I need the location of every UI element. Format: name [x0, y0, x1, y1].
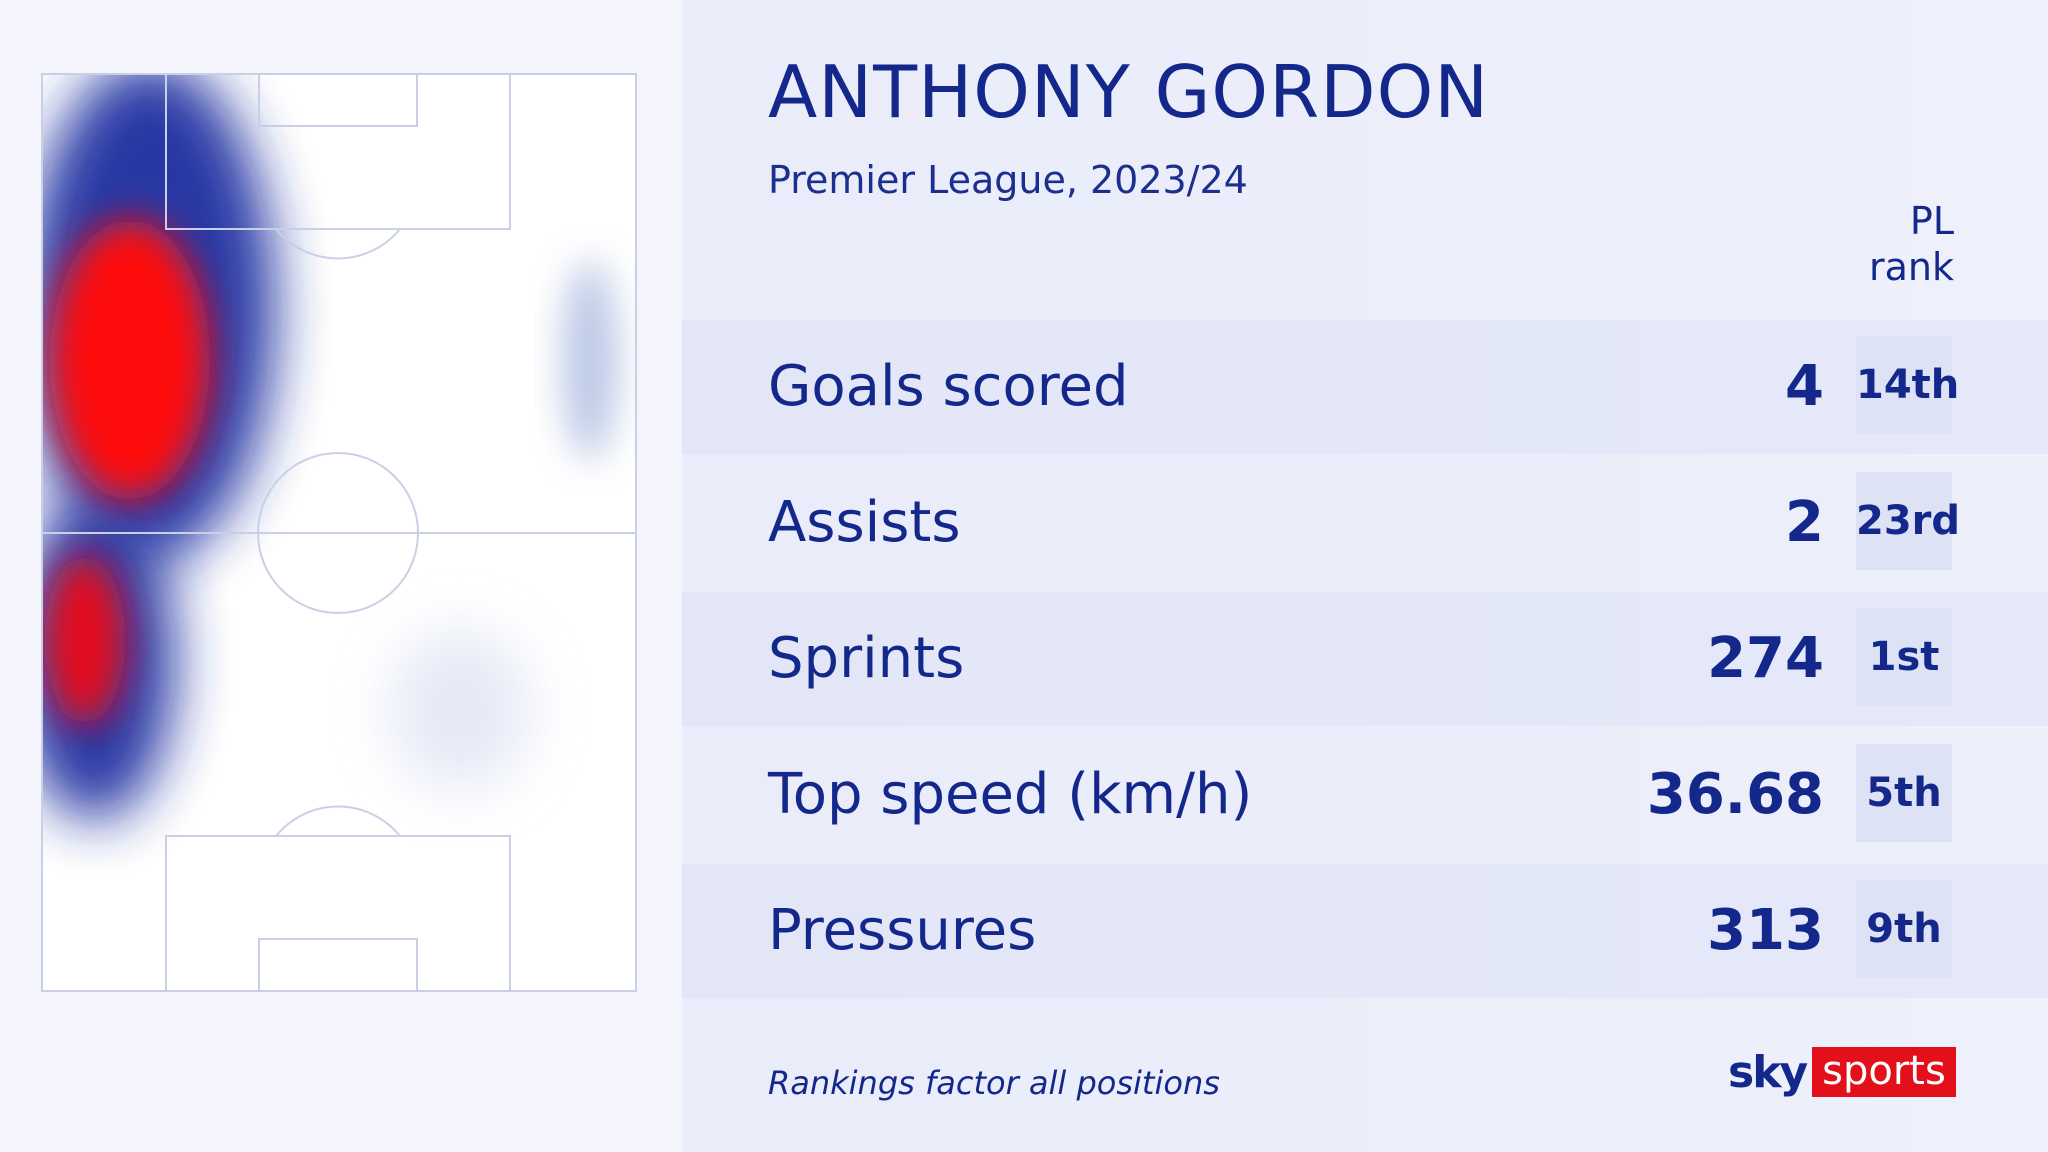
footnote: Rankings factor all positions — [768, 1064, 1220, 1102]
stat-label: Pressures — [768, 898, 1037, 963]
stat-value: 4 — [1785, 354, 1824, 419]
pitch-lines — [41, 73, 637, 992]
stat-label: Sprints — [768, 626, 965, 691]
heatmap — [41, 73, 637, 992]
stat-rank: 5th — [1856, 744, 1952, 842]
stat-value: 36.68 — [1646, 762, 1824, 827]
stat-value: 274 — [1707, 626, 1824, 691]
stat-row: Pressures 313 9th — [682, 864, 2048, 998]
stat-row: Sprints 274 1st — [682, 592, 2048, 726]
logo-sports: sports — [1812, 1047, 1956, 1097]
stat-value: 2 — [1785, 490, 1824, 555]
subtitle: Premier League, 2023/24 — [768, 158, 1248, 202]
stat-rank: 9th — [1856, 880, 1952, 978]
logo-sky: sky — [1728, 1046, 1808, 1098]
stat-row: Goals scored 4 14th — [682, 320, 2048, 454]
logo: sky sports — [1728, 1046, 1956, 1098]
stat-rank: 1st — [1856, 608, 1952, 706]
stat-row: Assists 2 23rd — [682, 456, 2048, 590]
title: ANTHONY GORDON — [768, 50, 1490, 134]
stat-rank: 23rd — [1856, 472, 1960, 570]
stat-label: Assists — [768, 490, 961, 555]
stat-row: Top speed (km/h) 36.68 5th — [682, 728, 2048, 862]
rank-header: PL rank — [1869, 199, 1954, 289]
heat — [42, 74, 618, 820]
stat-value: 313 — [1707, 898, 1824, 963]
stat-label: Goals scored — [768, 354, 1129, 419]
stat-rank: 14th — [1856, 336, 1959, 434]
stat-label: Top speed (km/h) — [768, 762, 1253, 827]
heatmap-panel — [0, 0, 682, 1152]
